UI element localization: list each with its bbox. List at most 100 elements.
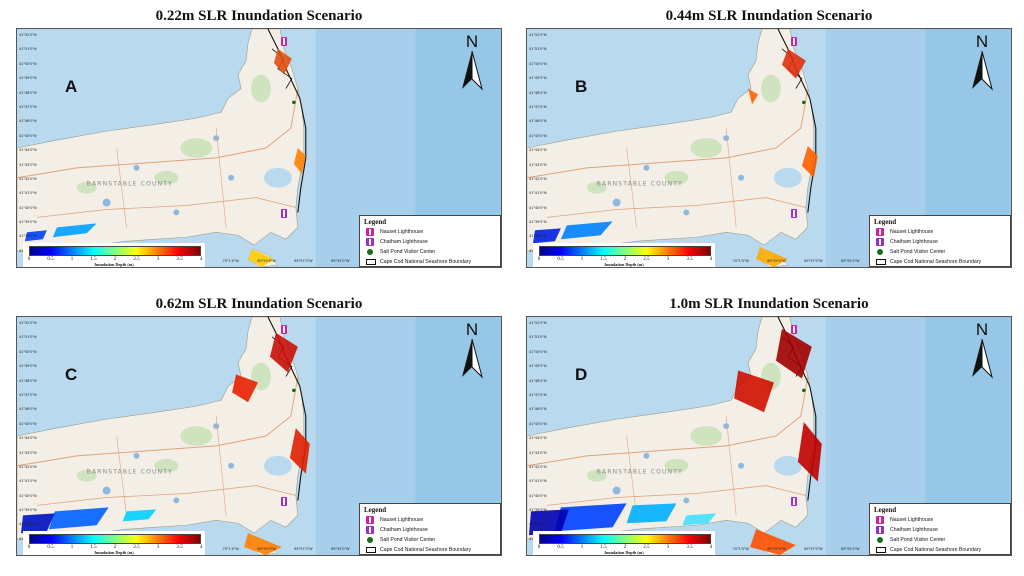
legend-title: Legend <box>364 218 387 226</box>
boundary-icon <box>876 547 886 553</box>
depth-legend: 0 0.5 1 1.5 2 2.5 3 3.5 4 Inundation Depth (m) <box>533 243 715 267</box>
legend-item-label: Nauset Lighthouse <box>380 517 424 523</box>
inundation-area <box>775 328 812 379</box>
lighthouse-icon <box>876 526 884 534</box>
inundation-overlay <box>20 332 310 555</box>
latitude-label: 41°40'0"N <box>529 205 547 210</box>
depth-tick-label: 1.5 <box>600 257 607 262</box>
latitude-label: 41°48'0"N <box>529 378 547 383</box>
latitude-label: 41°47'0"N <box>529 104 547 109</box>
map-panel-b: 0.44m SLR Inundation Scenario <box>526 8 1012 268</box>
longitude-label: 69°59'0"W <box>257 259 276 263</box>
latitude-label: 41°42'0"N <box>19 464 37 469</box>
map-frame: BARNSTABLE COUNTY 41°52'0"N 41°51'0"N 41°5… <box>526 316 1012 556</box>
legend: Legend Nauset Lighthouse Chatham Lighthou… <box>359 215 501 267</box>
latitude-label: 41°44'0"N <box>19 148 37 153</box>
depth-tick-label: 0 <box>27 545 31 550</box>
depth-tick-label: 4 <box>199 257 203 262</box>
legend-item: Chatham Lighthouse <box>366 526 500 535</box>
depth-tick-label: 2.5 <box>133 545 140 550</box>
longitude-label: 69°55'0"W <box>841 259 860 263</box>
latitude-label: 41°51'0"N <box>529 335 547 340</box>
latitude-label: 41°45'0"N <box>19 421 37 426</box>
depth-caption: Inundation Depth (m) <box>604 550 644 555</box>
boundary-icon <box>366 547 376 553</box>
legend-title: Legend <box>364 506 387 514</box>
inundation-area <box>756 247 788 267</box>
legend-item-label: Cape Cod National Seashore Boundary <box>380 259 472 265</box>
visitor-center-icon <box>877 249 883 255</box>
legend-item-label: Chatham Lighthouse <box>890 239 938 245</box>
chatham-lighthouse-marker <box>791 497 797 506</box>
legend-item: Nauset Lighthouse <box>366 228 500 237</box>
longitude-label: 69°55'0"W <box>841 547 860 551</box>
depth-tick-label: 3.5 <box>686 257 693 262</box>
latitude-labels: 41°52'0"N 41°51'0"N 41°50'0"N 41°49'0"N 41°4… <box>19 33 41 253</box>
boundary-icon <box>876 259 886 265</box>
north-arrow-icon <box>462 339 483 379</box>
inundation-area <box>289 428 310 474</box>
latitude-label: 41°40'0"N <box>529 493 547 498</box>
inundation-overlay <box>532 48 818 267</box>
inundation-overlay <box>24 48 306 267</box>
depth-tick-label: 1 <box>70 545 74 550</box>
county-label: BARNSTABLE COUNTY <box>87 181 173 188</box>
longitude-label: 69°57'0"W <box>294 547 313 551</box>
boundary-icon <box>366 259 376 265</box>
panel-title: 0.62m SLR Inundation Scenario <box>155 296 363 312</box>
latitude-label: 41°46'0"N <box>529 119 547 124</box>
north-letter: N <box>465 320 479 339</box>
panel-letter: C <box>65 365 78 384</box>
nauset-lighthouse-marker <box>281 325 287 334</box>
inundation-area <box>48 507 109 530</box>
latitude-label: 41°49'0"N <box>529 76 547 81</box>
legend-item-label: Salt Pond Visitor Center <box>890 249 946 255</box>
latitude-label: 41°38'0"N <box>19 522 37 527</box>
inundation-area <box>52 223 97 238</box>
depth-tick-label: 3 <box>156 257 160 262</box>
latitude-label: 41°49'0"N <box>19 76 37 81</box>
inundation-area <box>554 503 627 532</box>
longitude-label: 69°59'0"W <box>767 547 786 551</box>
lighthouse-icon <box>366 238 374 246</box>
inundation-area <box>20 513 55 534</box>
depth-tick-label: 3.5 <box>176 257 183 262</box>
nauset-lighthouse-marker <box>791 325 797 334</box>
depth-tick-label: 0.5 <box>557 257 564 262</box>
latitude-label: 41°47'0"N <box>529 392 547 397</box>
legend-item: Cape Cod National Seashore Boundary <box>366 258 500 267</box>
depth-ticks: 0 0.5 1 1.5 2 2.5 3 3.5 4 <box>27 545 203 551</box>
depth-tick-label: 3.5 <box>686 545 693 550</box>
legend-title: Legend <box>874 506 897 514</box>
latitude-labels: 41°52'0"N 41°51'0"N 41°50'0"N 41°49'0"N 41°4… <box>529 33 551 253</box>
latitude-label: 41°41'0"N <box>19 191 37 196</box>
panel-letter: A <box>65 77 78 96</box>
latitude-label: 41°44'0"N <box>19 436 37 441</box>
latitude-label: 41°40'0"N <box>19 205 37 210</box>
latitude-label: 41°51'0"N <box>529 47 547 52</box>
latitude-label: 41°45'0"N <box>529 421 547 426</box>
north-arrow-icon <box>972 51 993 91</box>
latitude-label: 41°47'0"N <box>19 392 37 397</box>
legend-item: Salt Pond Visitor Center <box>876 248 1010 257</box>
legend-item-label: Chatham Lighthouse <box>380 527 428 533</box>
legend-item-label: Salt Pond Visitor Center <box>890 537 946 543</box>
latitude-label: 41°52'0"N <box>529 321 547 325</box>
panel-title: 1.0m SLR Inundation Scenario <box>669 296 869 312</box>
latitude-label: 41°48'0"N <box>19 90 37 95</box>
latitude-label: 41°50'0"N <box>529 349 547 354</box>
depth-tick-label: 2.5 <box>133 257 140 262</box>
legend-item: Chatham Lighthouse <box>876 238 1010 247</box>
legend-item-label: Salt Pond Visitor Center <box>380 249 436 255</box>
inundation-area <box>528 509 569 536</box>
legend-item-label: Chatham Lighthouse <box>380 239 428 245</box>
latitude-label: 41°43'0"N <box>19 162 37 167</box>
depth-tick-label: 1 <box>580 545 584 550</box>
depth-caption: Inundation Depth (m) <box>604 262 644 267</box>
legend-item-label: Salt Pond Visitor Center <box>380 537 436 543</box>
depth-tick-label: 1.5 <box>90 257 97 262</box>
depth-tick-label: 2.5 <box>643 545 650 550</box>
inundation-area <box>248 249 274 267</box>
depth-tick-label: 0.5 <box>47 545 54 550</box>
latitude-labels: 41°52'0"N 41°51'0"N 41°50'0"N 41°49'0"N 41°4… <box>19 321 41 541</box>
